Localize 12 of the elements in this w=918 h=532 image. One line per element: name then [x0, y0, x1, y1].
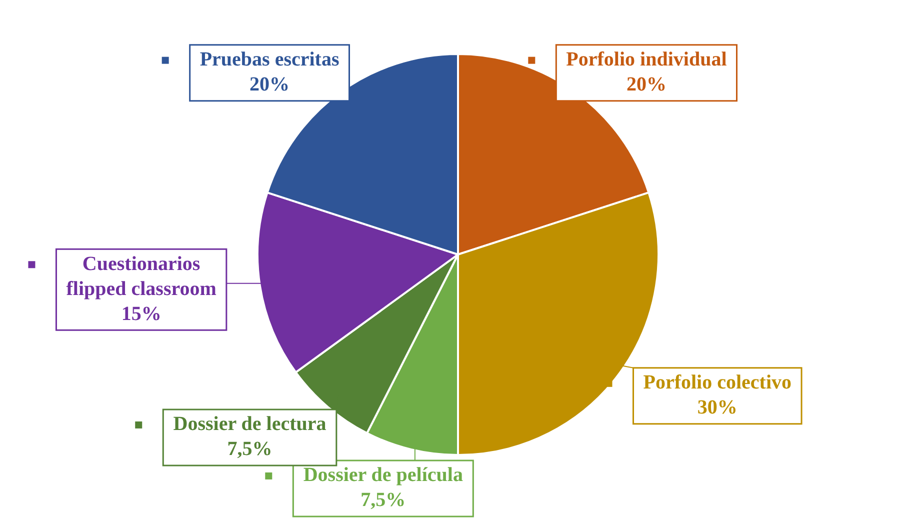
legend-label: Dossier de lectura — [173, 413, 326, 436]
legend-label: Cuestionarios flipped classroom — [66, 252, 217, 300]
legend-label: Pruebas escritas — [200, 48, 340, 70]
data-label: 7,5% — [227, 438, 272, 460]
data-label: 15% — [121, 302, 162, 325]
legend-label: Porfolio individual — [566, 48, 728, 70]
data-label: 7,5% — [360, 489, 406, 512]
legend-label: Porfolio colectivo — [643, 372, 792, 394]
data-label: 20% — [626, 74, 666, 96]
legend-label: Dossier de película — [303, 464, 463, 486]
data-label: 20% — [250, 74, 290, 96]
data-label: 30% — [697, 396, 738, 419]
